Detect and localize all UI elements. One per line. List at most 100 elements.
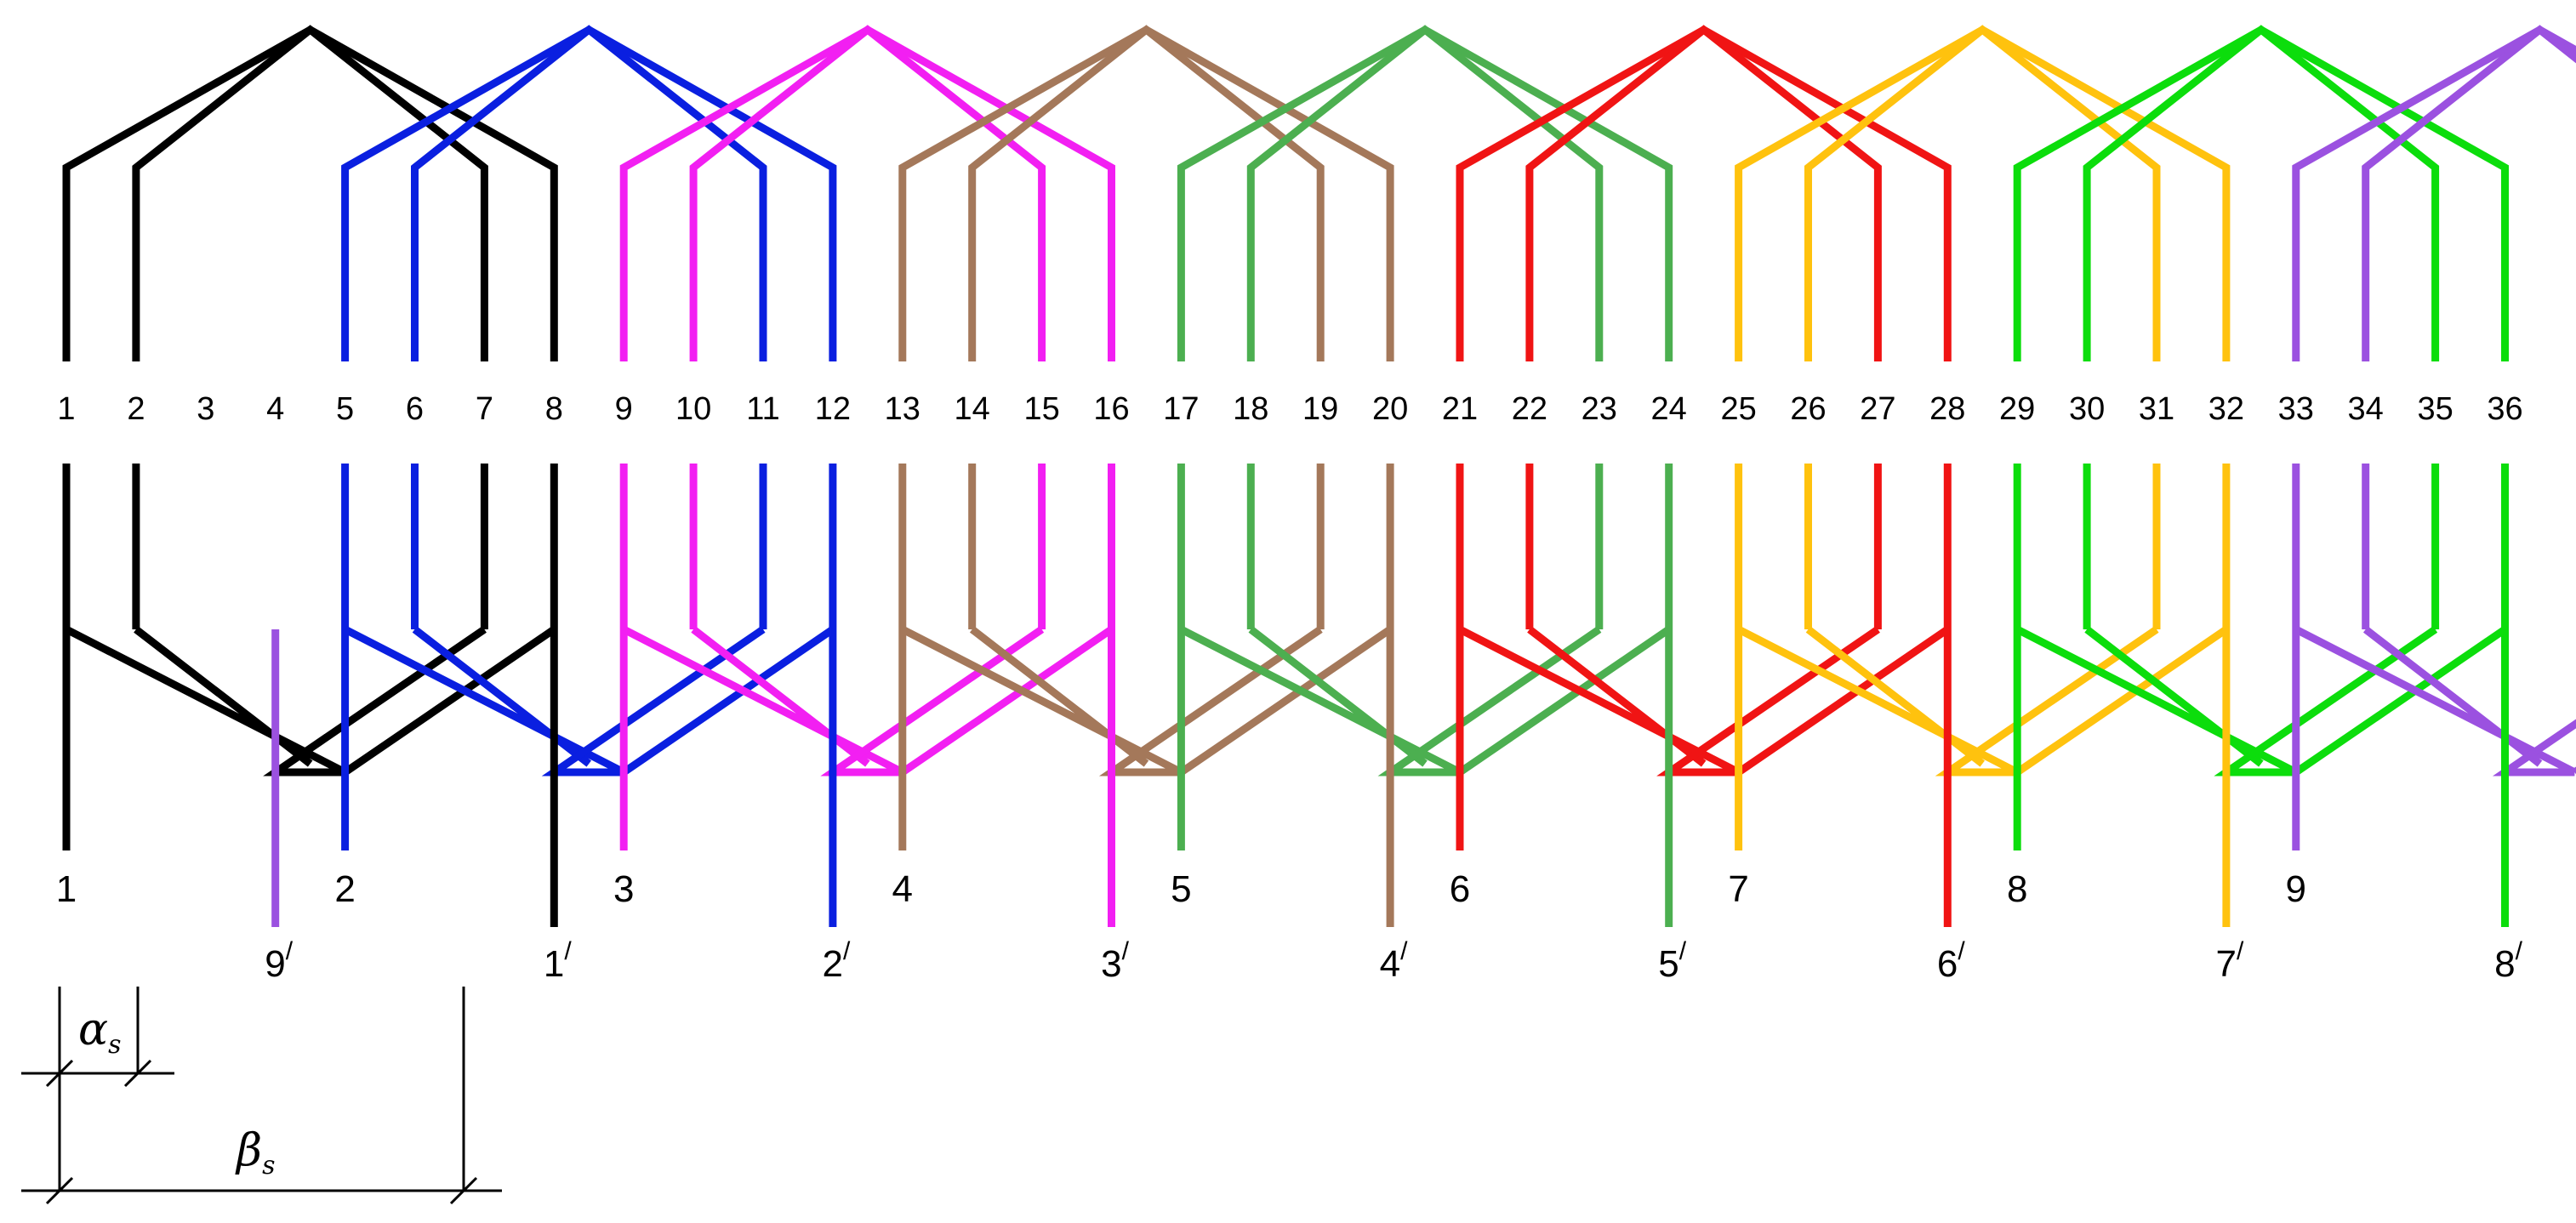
end-connection <box>1736 625 2020 776</box>
end-connection <box>2015 625 2298 776</box>
slot-number: 36 <box>2487 391 2522 427</box>
slot-number: 32 <box>2208 391 2244 427</box>
inner-coil-top <box>689 25 1046 361</box>
coil-group-1 <box>62 25 558 850</box>
slot-number: 9 <box>615 391 633 427</box>
inner-coil-top <box>2362 25 2576 361</box>
end-connection <box>900 625 1183 776</box>
dimension-annotation <box>21 987 502 1205</box>
inner-coil-bottom <box>2362 464 2370 629</box>
outer-coil-bottom <box>341 464 837 629</box>
slot-number: 29 <box>1999 391 2035 427</box>
coil-group-4 <box>898 25 1394 850</box>
slot-number: 28 <box>1929 391 1965 427</box>
slot-number: 12 <box>815 391 851 427</box>
outer-coil-bottom <box>1456 464 1952 629</box>
outer-coil-bottom <box>2292 464 2300 629</box>
slot-number: 1 <box>57 391 75 427</box>
coil-group-8 <box>2013 25 2509 850</box>
slot-number: 26 <box>1790 391 1826 427</box>
inner-coil-top <box>2083 25 2440 361</box>
inner-coil-bottom <box>132 464 488 629</box>
slot-number: 5 <box>336 391 354 427</box>
dim-tick <box>45 1059 74 1088</box>
prime-terminal-label: 4/ <box>1380 937 1408 985</box>
terminal-label: 1 <box>56 868 77 910</box>
coil-group-9 <box>2292 25 2576 850</box>
inner-coil-top <box>1804 25 2161 361</box>
prime-terminal-label: 6/ <box>1937 937 1965 985</box>
slot-number: 19 <box>1302 391 1338 427</box>
end-connection <box>343 625 626 776</box>
coil-group-2 <box>341 25 837 850</box>
slot-number: 11 <box>746 391 779 427</box>
slot-number: 13 <box>885 391 920 427</box>
outer-coil-bottom <box>62 464 558 629</box>
end-connection <box>64 625 347 776</box>
outer-coil-bottom <box>1735 464 2231 629</box>
dim-tick <box>45 1176 74 1205</box>
slot-number: 22 <box>1512 391 1547 427</box>
terminal-label: 4 <box>892 868 913 910</box>
inner-coil-top <box>968 25 1325 361</box>
slot-number: 35 <box>2417 391 2453 427</box>
prime-terminal-label: 9/ <box>265 937 293 985</box>
slot-number: 6 <box>406 391 424 427</box>
inner-coil-bottom <box>1525 464 1882 629</box>
inner-coil-bottom <box>1804 464 2161 629</box>
outer-coil-bottom <box>2013 464 2509 629</box>
slot-number: 30 <box>2069 391 2105 427</box>
slot-number: 33 <box>2278 391 2314 427</box>
terminal-label: 8 <box>2007 868 2027 910</box>
slot-number: 27 <box>1860 391 1895 427</box>
coil-group-3 <box>619 25 1115 850</box>
terminal-label: 5 <box>1171 868 1191 910</box>
slot-number: 15 <box>1023 391 1059 427</box>
beta-s-label: βs <box>235 1125 275 1180</box>
prime-terminal-label: 7/ <box>2215 937 2243 985</box>
inner-coil-bottom <box>411 464 767 629</box>
inner-coil-bottom <box>689 464 1046 629</box>
end-connection <box>1179 625 1462 776</box>
prime-terminal-label: 8/ <box>2494 937 2522 985</box>
slot-number: 14 <box>955 391 990 427</box>
slot-number: 10 <box>675 391 711 427</box>
slot-number: 23 <box>1582 391 1617 427</box>
terminal-label: 7 <box>1728 868 1748 910</box>
inner-coil-bottom <box>968 464 1325 629</box>
prime-terminal-label: 1/ <box>544 937 572 985</box>
end-connection <box>2294 625 2576 776</box>
slot-number: 8 <box>545 391 563 427</box>
end-connection <box>1457 625 1741 776</box>
coil-group-7 <box>1735 25 2231 850</box>
inner-coil-top <box>1246 25 1604 361</box>
outer-coil-bottom <box>1177 464 1673 629</box>
inner-coil-bottom <box>1246 464 1604 629</box>
slot-number: 21 <box>1442 391 1478 427</box>
coil-layer <box>62 25 2576 927</box>
slot-number: 31 <box>2139 391 2174 427</box>
outer-coil-bottom <box>898 464 1394 629</box>
terminal-label: 9 <box>2286 868 2306 910</box>
inner-coil-top <box>1525 25 1882 361</box>
slot-number-row: 1 2 3 4 5 6 7 8 9 10 11 12 13 14 15 16 17 18 19 20 21 22 23 24 2… <box>57 391 2522 427</box>
slot-number: 7 <box>476 391 493 427</box>
inner-coil-bottom <box>2083 464 2440 629</box>
slot-number: 2 <box>127 391 145 427</box>
prime-terminal-label: 5/ <box>1658 937 1686 985</box>
alpha-s-label: αs <box>78 1004 122 1060</box>
slot-number: 4 <box>266 391 284 427</box>
slot-number: 16 <box>1093 391 1129 427</box>
dim-tick <box>449 1176 478 1205</box>
slot-number: 3 <box>197 391 214 427</box>
dim-tick <box>123 1059 152 1088</box>
slot-number: 25 <box>1720 391 1756 427</box>
prime-terminal-label: 2/ <box>822 937 850 985</box>
inner-coil-top <box>132 25 488 361</box>
inner-coil-top <box>411 25 767 361</box>
slot-number: 34 <box>2348 391 2384 427</box>
terminal-label: 2 <box>334 868 355 910</box>
outer-coil-bottom <box>619 464 1115 629</box>
coil-group-5 <box>1177 25 1673 850</box>
slot-number: 24 <box>1651 391 1687 427</box>
